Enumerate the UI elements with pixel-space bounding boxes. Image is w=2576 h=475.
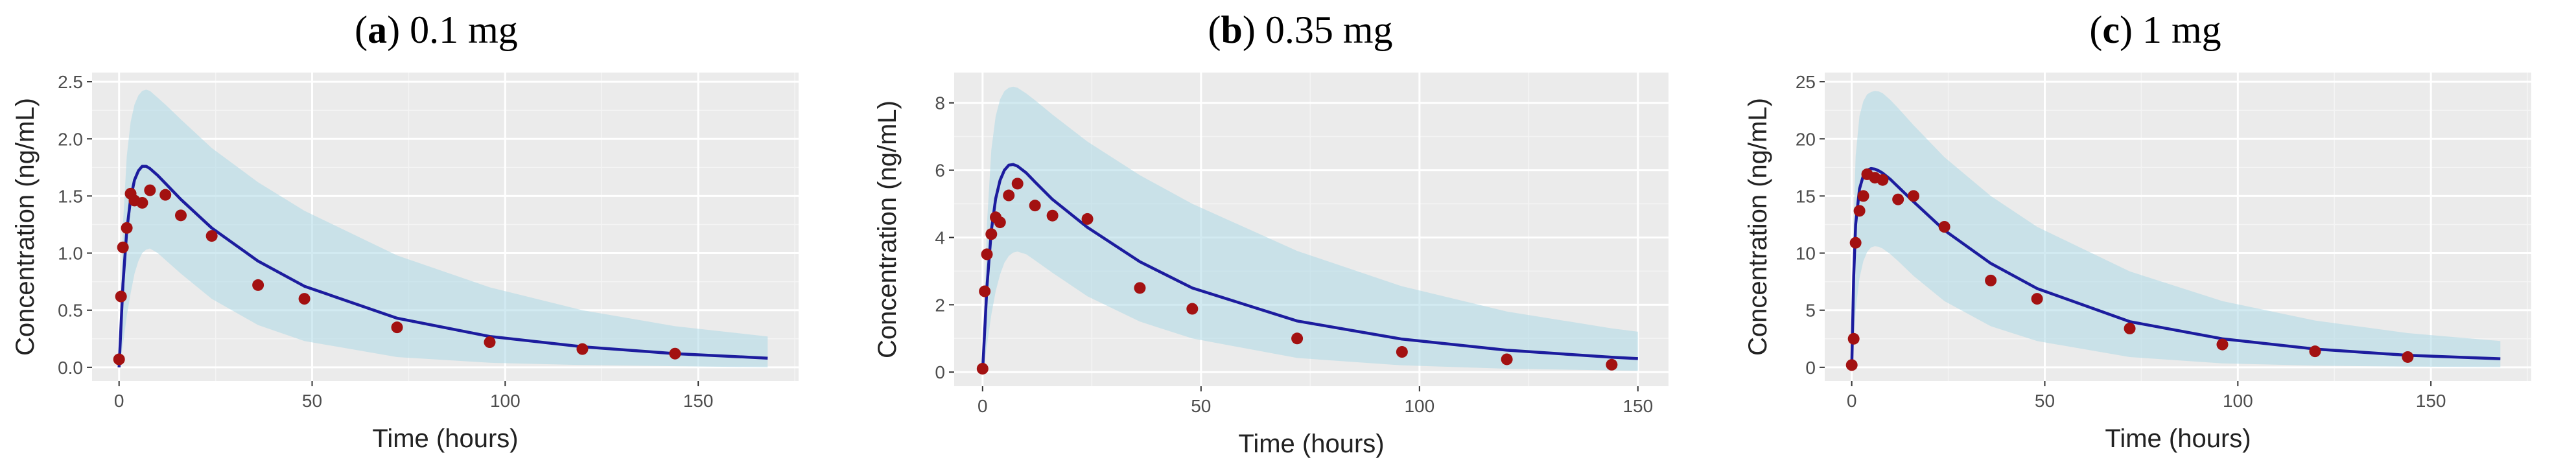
panel-a-prediction-band xyxy=(119,89,768,367)
panel-c-y-tick-label: 20 xyxy=(1796,129,1816,149)
panel-a-observed-point xyxy=(136,196,148,209)
panel-b-y-tick-label: 8 xyxy=(935,93,945,113)
panel-a-observed-point xyxy=(252,279,264,291)
panel-c-x-axis-title: Time (hours) xyxy=(2105,424,2251,453)
panel-c-prediction-band xyxy=(1851,91,2501,367)
panel-b-observed-point xyxy=(1011,178,1024,190)
panel-b-observed-point xyxy=(979,285,991,297)
panel-a-x-axis-title: Time (hours) xyxy=(372,424,518,453)
panel-b-x-tick-label: 0 xyxy=(978,396,988,416)
panel-b-observed-point xyxy=(976,362,989,375)
panel-b-x-axis-title: Time (hours) xyxy=(1238,430,1384,458)
panel-b-observed-point xyxy=(1029,200,1041,212)
panel-a-x-tick-label: 0 xyxy=(114,391,124,411)
panel-a-y-tick-label: 2.0 xyxy=(58,129,83,149)
panel-b-observed-point xyxy=(1186,303,1199,315)
panel-a-x-tick-label: 150 xyxy=(683,391,714,411)
panel-b-observed-point xyxy=(1291,332,1304,345)
panel-c-x-tick-label: 50 xyxy=(2035,391,2055,411)
panel-a-observed-point xyxy=(576,343,589,355)
panel-b-title: (b) 0.35 mg xyxy=(1208,8,1393,51)
panel-c-observed-point xyxy=(1892,193,1904,205)
panel-c-observed-point xyxy=(2402,351,2414,363)
panel-c-y-tick-label: 5 xyxy=(1805,301,1816,321)
panel-b-chart: 0 50 100 150 0 2 4 6 8 Time (hours) Concentration … xyxy=(873,73,1669,458)
panel-b-observed-point xyxy=(1003,189,1015,202)
panel-a-x-tick-label: 50 xyxy=(302,391,322,411)
panel-c-chart: 0 50 100 150 0 5 10 15 20 25 Time (hours) Concentra… xyxy=(1744,72,2531,453)
panel-b-observed-point xyxy=(1501,353,1513,365)
panel-a-observed-point xyxy=(391,321,403,334)
panel-a-observed-point xyxy=(144,184,156,196)
panel-a-y-tick-label: 1.0 xyxy=(58,244,83,264)
panel-a-observed-point xyxy=(205,230,218,242)
panel-c-observed-point xyxy=(1877,174,1889,186)
panel-b-observed-point xyxy=(985,228,998,240)
panel-b-x-tick-label: 100 xyxy=(1404,396,1434,416)
panel-a-y-tick-label: 1.5 xyxy=(58,186,83,206)
panel-a-observed-point xyxy=(121,222,133,234)
panel-c-y-tick-label: 25 xyxy=(1796,72,1816,92)
panel-c-x-tick-label: 100 xyxy=(2223,391,2253,411)
panel-a-chart: 0 50 100 150 0.0 0.5 1.0 1.5 2.0 2.5 Time (hours) C… xyxy=(11,72,799,453)
panel-b-observed-point xyxy=(994,216,1006,229)
panel-b-observed-point xyxy=(981,248,993,261)
panel-c-observed-point xyxy=(2031,293,2043,305)
panel-c-observed-point xyxy=(1849,237,1862,249)
panel-a-y-tick-label: 2.5 xyxy=(58,72,83,92)
panel-c-observed-point xyxy=(1857,190,1869,202)
panel-c-title: (c) 1 mg xyxy=(2089,8,2221,51)
panel-c-x-tick-label: 0 xyxy=(1847,391,1857,411)
panel-c-observed-point xyxy=(1847,332,1860,345)
panel-c-observed-point xyxy=(1938,221,1950,233)
panel-b-median-line xyxy=(981,163,1638,373)
panel-b-y-tick-label: 2 xyxy=(935,295,945,315)
panel-b-y-tick-label: 4 xyxy=(935,227,945,248)
panel-c-y-tick-label: 10 xyxy=(1796,244,1816,264)
panel-c-median-line xyxy=(1850,167,2501,367)
panel-b-y-tick-label: 0 xyxy=(935,362,945,382)
panel-b-observed-point xyxy=(1081,213,1094,225)
panel-a-observed-point xyxy=(484,336,496,349)
panel-c-y-tick-label: 0 xyxy=(1805,358,1816,378)
panel-c-y-tick-label: 15 xyxy=(1796,186,1816,206)
panel-a-observed-point xyxy=(159,189,172,201)
panel-a-observed-point xyxy=(117,241,129,253)
panel-a-y-tick-label: 0.0 xyxy=(58,358,83,378)
panel-b-observed-point xyxy=(1046,209,1059,222)
panel-c-observed-point xyxy=(2124,322,2136,334)
panel-b-x-tick-label: 50 xyxy=(1191,396,1211,416)
panel-c-observed-point xyxy=(1853,205,1866,217)
panel-b-prediction-band xyxy=(982,86,1638,373)
panel-c-y-axis-title: Concentration (ng/mL) xyxy=(1744,98,1772,356)
panel-a-observed-point xyxy=(113,353,125,365)
panel-b-x-tick-label: 150 xyxy=(1622,396,1653,416)
panel-a-x-tick-label: 100 xyxy=(490,391,521,411)
panel-b-y-axis-title: Concentration (ng/mL) xyxy=(873,100,902,358)
panel-a-y-axis-title: Concentration (ng/mL) xyxy=(11,98,40,356)
panel-b-observed-point xyxy=(1396,346,1408,358)
panel-b-y-tick-label: 6 xyxy=(935,161,945,181)
panel-a-observed-point xyxy=(298,293,310,305)
panel-c-observed-point xyxy=(1907,190,1919,202)
panel-c-observed-point xyxy=(1845,359,1858,371)
panel-a-observed-point xyxy=(669,347,681,360)
panel-a-title: (a) 0.1 mg xyxy=(355,8,518,51)
panel-a-observed-point xyxy=(174,209,187,222)
panel-b-observed-point xyxy=(1606,358,1618,371)
panel-c-x-tick-label: 150 xyxy=(2416,391,2446,411)
panel-c-observed-point xyxy=(1985,274,1997,286)
panel-a-observed-point xyxy=(115,290,127,303)
panel-b-observed-point xyxy=(1134,282,1146,294)
panel-a-y-tick-label: 0.5 xyxy=(58,301,83,321)
panel-c-observed-point xyxy=(2216,338,2229,351)
panel-c-observed-point xyxy=(2309,345,2321,358)
